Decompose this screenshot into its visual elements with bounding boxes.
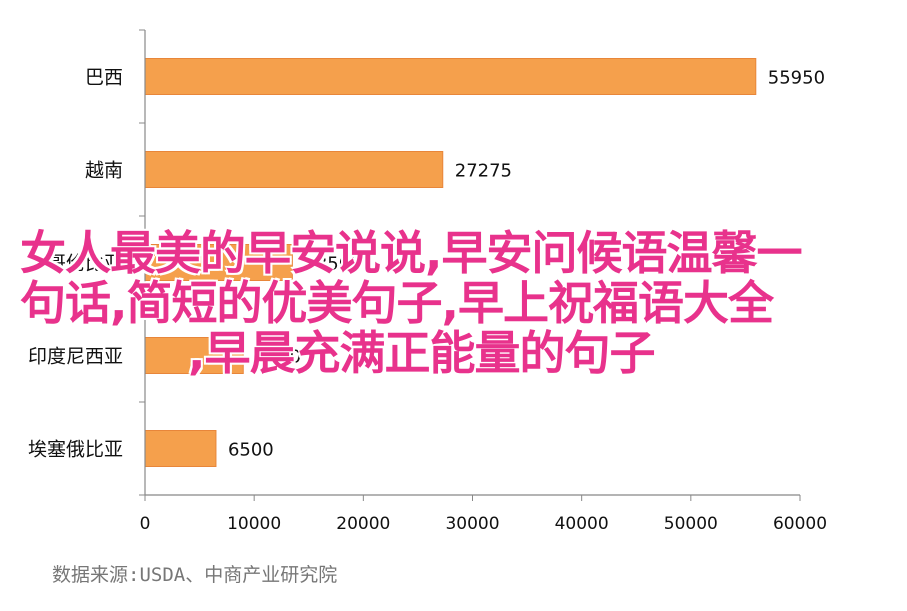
overlay-line-1: 女人最美的早安说说,早安问候语温馨一: [20, 226, 802, 280]
bar-1: [144, 151, 444, 188]
watermark-overlay-text: 女人最美的早安说说,早安问候语温馨一 句话,简短的优美句子,早上祝福语大全 ,早…: [20, 228, 890, 378]
bar-2: [144, 244, 293, 281]
value-label-2: 13500: [304, 254, 361, 275]
category-label-1: 越南: [85, 160, 123, 182]
bar-3: [144, 337, 244, 374]
x-tick-label-3: 30000: [445, 514, 499, 534]
bar-4: [144, 430, 217, 467]
value-label-1: 27275: [455, 161, 512, 182]
x-tick-label-5: 50000: [664, 514, 718, 534]
value-label-3: 9000: [255, 347, 301, 368]
data-source-note: 数据来源:USDA、中商产业研究院: [52, 564, 338, 586]
bar-0: [144, 58, 757, 95]
overlay-line-3: ,早晨充满正能量的句子: [188, 326, 655, 380]
x-tick-label-2: 20000: [336, 514, 390, 534]
x-tick-label-0: 0: [140, 514, 151, 534]
x-tick-label-4: 40000: [555, 514, 609, 534]
value-label-4: 6500: [228, 440, 274, 461]
category-label-4: 埃塞俄比亚: [28, 439, 123, 461]
category-label-3: 印度尼西亚: [28, 346, 123, 368]
overlay-line-2: 句话,简短的优美句子,早上祝福语大全: [20, 276, 774, 330]
x-tick-label-6: 60000: [773, 514, 827, 534]
category-label-2: 哥伦比亚: [47, 253, 123, 275]
category-label-0: 巴西: [85, 67, 123, 89]
value-label-0: 55950: [768, 68, 825, 89]
x-tick-label-1: 10000: [227, 514, 281, 534]
